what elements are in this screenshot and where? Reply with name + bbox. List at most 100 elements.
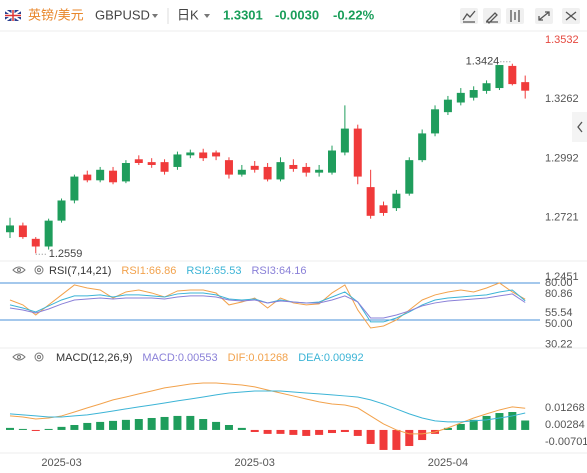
candle-body <box>173 154 182 167</box>
candle-body <box>379 205 388 213</box>
candle-body <box>44 220 53 247</box>
macd-bar <box>57 426 66 430</box>
macd-bar <box>6 427 14 430</box>
legend-entry: RSI2:65.53 <box>186 265 241 277</box>
close-button[interactable] <box>562 8 580 24</box>
max-label: 1.3424 <box>466 56 500 68</box>
rsi-tools[interactable] <box>12 265 44 275</box>
change: -0.0030 <box>275 7 319 22</box>
candle-body <box>392 193 401 209</box>
indicator-line <box>9 282 526 329</box>
macd-bar <box>379 429 388 450</box>
candle-body <box>83 174 92 181</box>
candle-body <box>276 162 285 180</box>
candle-body <box>109 170 118 183</box>
macd-bar <box>418 429 427 441</box>
candle-body <box>353 128 362 177</box>
candle-body <box>57 200 66 221</box>
candle-body <box>315 169 324 173</box>
x-tick-label: 2025-03 <box>235 457 275 469</box>
macd-bar <box>96 421 105 430</box>
macd-bar <box>328 429 336 434</box>
flag-icon <box>4 9 22 22</box>
macd-bar <box>199 419 208 430</box>
y-tick-label: 1.3262 <box>545 93 579 105</box>
candle-body <box>302 166 311 173</box>
candle-body <box>482 83 491 91</box>
macd-bar <box>212 421 221 430</box>
change-percent: -0.22% <box>333 7 375 22</box>
macd-bar <box>340 429 349 433</box>
macd-bar <box>83 422 92 430</box>
period[interactable]: 日K <box>177 7 199 22</box>
candle-body <box>18 225 27 238</box>
y-tick-label: 1.3532 <box>545 34 579 46</box>
macd-bar <box>160 416 169 430</box>
y-tick-label: 55.54 <box>545 307 573 319</box>
macd-bar <box>134 419 143 430</box>
y-tick-label: 50.00 <box>545 318 573 330</box>
indicator-line <box>9 390 526 423</box>
legend-entry: DIF:0.01268 <box>228 352 289 364</box>
macd-bar <box>276 429 285 434</box>
candle-body <box>456 92 465 103</box>
symbol[interactable]: GBPUSD <box>95 7 150 22</box>
macd-bar <box>70 424 79 430</box>
macd-bar <box>521 420 530 430</box>
y-tick-label: 0.00284 <box>545 419 585 431</box>
legend-entry: RSI3:64.16 <box>251 265 306 277</box>
y-tick-label: 1.2992 <box>545 152 579 164</box>
indicator-line <box>9 293 526 319</box>
macd-bar <box>250 429 259 433</box>
macd-bar <box>18 428 27 430</box>
macd-tools[interactable] <box>12 352 44 362</box>
candle-body <box>199 152 208 159</box>
macd-bar <box>109 420 118 430</box>
macd-bar <box>173 415 182 430</box>
y-tick-label: 30.22 <box>545 338 573 350</box>
y-tick-label: 1.2451 <box>545 271 579 283</box>
macd-bar <box>392 429 401 450</box>
y-tick-label: 0.01268 <box>545 402 585 414</box>
y-tick-label: 1.2721 <box>545 212 579 224</box>
x-tick-label: 2025-03 <box>41 457 81 469</box>
candle-body <box>212 152 221 157</box>
macd-bar <box>147 417 156 430</box>
legend-entry: RSI1:66.86 <box>121 265 176 277</box>
macd-bar <box>315 429 324 435</box>
candle-body <box>31 238 40 247</box>
macd-bar <box>508 412 517 430</box>
indicator-title: MACD(12,26,9) <box>56 352 132 364</box>
pair-name: 英镑/美元 <box>28 7 84 22</box>
candle-body <box>70 176 79 201</box>
collapse-button[interactable] <box>572 112 587 142</box>
draw-button[interactable] <box>483 8 501 24</box>
candle-body <box>508 65 517 85</box>
y-tick-label: 80.00 <box>545 277 573 289</box>
macd-bar <box>121 419 130 430</box>
symbol-dropdown[interactable] <box>152 14 158 18</box>
candle-body <box>405 160 414 194</box>
y-tick-label: -0.00701 <box>545 436 587 448</box>
period-dropdown[interactable] <box>204 14 210 18</box>
macd-bar <box>263 429 272 434</box>
candle-body <box>521 82 530 91</box>
chart-type-button[interactable] <box>506 8 524 24</box>
macd-bar <box>456 423 465 430</box>
candle-body <box>6 225 14 233</box>
candle-body <box>147 162 156 165</box>
candle-body <box>134 159 143 163</box>
x-tick-label: 2025-04 <box>428 457 468 469</box>
fullscreen-button[interactable] <box>535 8 553 24</box>
candle-body <box>250 165 259 170</box>
candle-body <box>237 169 246 175</box>
macd-bar <box>443 427 452 430</box>
price: 1.3301 <box>223 7 263 22</box>
macd-bar <box>353 429 362 436</box>
macd-bar <box>405 429 414 447</box>
candle-body <box>96 169 105 181</box>
y-tick-label: 80.86 <box>545 288 573 300</box>
indicator-button[interactable] <box>460 8 478 24</box>
